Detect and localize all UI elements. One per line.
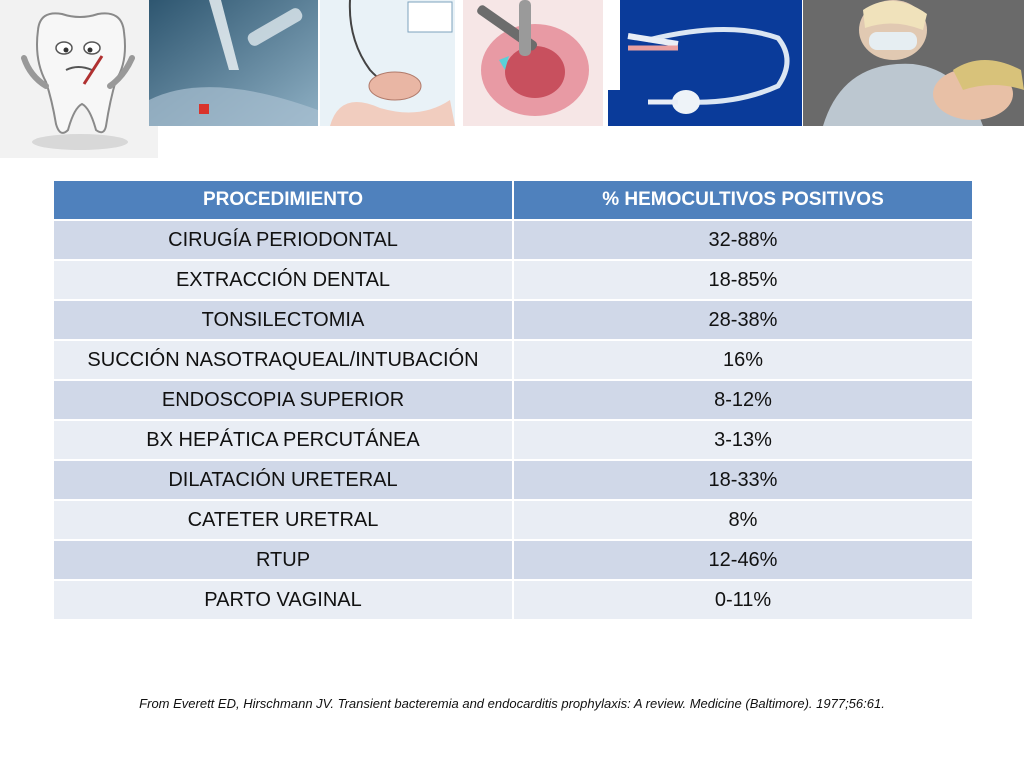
header-procedimiento: PROCEDIMIENTO	[52, 179, 514, 221]
table-row: RTUP 12-46%	[52, 539, 974, 581]
percentage-cell: 8%	[512, 499, 974, 541]
percentage-cell: 12-46%	[512, 539, 974, 581]
table-row: ENDOSCOPIA SUPERIOR 8-12%	[52, 379, 974, 421]
procedure-cell: CIRUGÍA PERIODONTAL	[52, 219, 514, 261]
bacteremia-table: PROCEDIMIENTO % HEMOCULTIVOS POSITIVOS C…	[52, 179, 974, 621]
table-row: BX HEPÁTICA PERCUTÁNEA 3-13%	[52, 419, 974, 461]
percentage-cell: 0-11%	[512, 579, 974, 621]
table-row: TONSILECTOMIA 28-38%	[52, 299, 974, 341]
percentage-cell: 18-33%	[512, 459, 974, 501]
percentage-cell: 3-13%	[512, 419, 974, 461]
tooth-icon	[0, 0, 158, 158]
percentage-cell: 18-85%	[512, 259, 974, 301]
endoscope-icon	[320, 0, 455, 126]
photo-strip	[0, 0, 1024, 160]
procedure-cell: SUCCIÓN NASOTRAQUEAL/INTUBACIÓN	[52, 339, 514, 381]
dentist-icon	[803, 0, 1024, 126]
table-row: EXTRACCIÓN DENTAL 18-85%	[52, 259, 974, 301]
procedure-cell: DILATACIÓN URETERAL	[52, 459, 514, 501]
table-row: PARTO VAGINAL 0-11%	[52, 579, 974, 621]
percentage-cell: 16%	[512, 339, 974, 381]
procedure-cell: BX HEPÁTICA PERCUTÁNEA	[52, 419, 514, 461]
tube-icon	[149, 0, 318, 126]
procedure-cell: TONSILECTOMIA	[52, 299, 514, 341]
percentage-cell: 32-88%	[512, 219, 974, 261]
throat-icon	[463, 0, 603, 126]
header-hemocultivos: % HEMOCULTIVOS POSITIVOS	[512, 179, 974, 221]
table-row: CIRUGÍA PERIODONTAL 32-88%	[52, 219, 974, 261]
table-header-row: PROCEDIMIENTO % HEMOCULTIVOS POSITIVOS	[52, 179, 974, 221]
table-row: SUCCIÓN NASOTRAQUEAL/INTUBACIÓN 16%	[52, 339, 974, 381]
table-row: DILATACIÓN URETERAL 18-33%	[52, 459, 974, 501]
percentage-cell: 8-12%	[512, 379, 974, 421]
procedure-cell: RTUP	[52, 539, 514, 581]
procedure-cell: CATETER URETRAL	[52, 499, 514, 541]
percentage-cell: 28-38%	[512, 299, 974, 341]
procedure-cell: ENDOSCOPIA SUPERIOR	[52, 379, 514, 421]
citation: From Everett ED, Hirschmann JV. Transien…	[139, 696, 885, 711]
procedure-cell: EXTRACCIÓN DENTAL	[52, 259, 514, 301]
procedure-cell: PARTO VAGINAL	[52, 579, 514, 621]
catheter-icon	[608, 0, 802, 126]
table-row: CATETER URETRAL 8%	[52, 499, 974, 541]
